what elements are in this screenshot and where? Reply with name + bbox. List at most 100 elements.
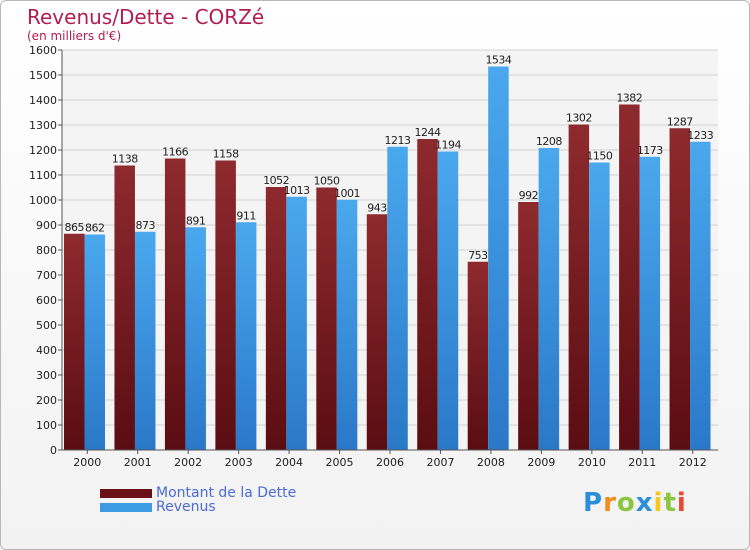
bar-dette [64,233,85,450]
y-tick-label: 1500 [29,69,57,82]
data-label-revenus: 1001 [334,187,360,200]
bar-revenus [589,162,610,450]
data-label-dette: 1382 [616,92,642,105]
data-label-revenus: 862 [85,222,105,235]
data-label-revenus: 911 [236,209,256,222]
x-tick-label: 2009 [527,456,555,469]
bar-dette [164,158,186,450]
bar-revenus [185,227,206,450]
bar-revenus [336,199,358,450]
bar-revenus [488,66,509,450]
bar-layer [64,66,711,450]
y-tick-label: 0 [50,444,57,457]
data-label-revenus: 1150 [586,150,612,163]
proxiti-logo: Proxiti [583,488,687,518]
data-label-dette: 992 [519,189,539,202]
data-label-dette: 1244 [414,126,440,139]
bar-revenus [437,151,459,450]
data-label-revenus: 873 [135,219,155,232]
data-label-revenus: 1233 [687,129,713,142]
logo-letter: t [663,488,677,518]
bar-revenus [84,234,105,450]
bar-revenus [639,156,661,450]
chart-title: Revenus/Dette - CORZé [27,5,265,29]
logo-letter: P [583,488,604,518]
logo-letter: o [616,488,636,518]
bar-dette [114,165,135,450]
data-label-revenus: 1208 [536,135,562,148]
bar-revenus [134,231,156,450]
bar-dette [366,214,388,450]
data-label-revenus: 1173 [637,144,663,157]
x-tick-label: 2006 [376,456,404,469]
x-tick-label: 2005 [326,456,354,469]
data-label-dette: 1166 [162,146,188,159]
legend-swatch-revenus [100,503,152,512]
legend-label-revenus: Revenus [156,499,216,515]
data-label-dette: 1302 [566,112,592,125]
data-label-dette: 1158 [213,148,239,161]
bar-dette [669,128,691,450]
x-tick-label: 2010 [578,456,606,469]
bar-revenus [286,196,307,450]
x-tick-label: 2003 [225,456,253,469]
data-label-dette: 1287 [667,115,693,128]
x-tick-label: 2011 [628,456,656,469]
bar-dette [467,261,489,450]
legend-label-debt: Montant de la Dette [156,485,297,501]
y-tick-label: 400 [36,344,57,357]
bar-dette [417,139,438,450]
data-label-revenus: 1013 [284,184,310,197]
y-tick-label: 1300 [29,119,57,132]
bar-dette [215,160,236,450]
data-label-dette: 1138 [112,153,138,166]
bar-dette [265,187,287,450]
data-label-dette: 753 [468,249,488,262]
bar-revenus [235,222,257,450]
logo-letter: i [676,488,687,518]
bar-revenus [538,148,560,450]
y-tick-label: 200 [36,394,57,407]
data-label-revenus: 1213 [385,134,411,147]
y-tick-label: 1200 [29,144,57,157]
bar-dette [619,104,640,450]
bar-dette [316,187,337,450]
x-tick-label: 2007 [426,456,454,469]
logo-letter: i [653,488,664,518]
x-tick-label: 2001 [124,456,152,469]
x-tick-label: 2004 [275,456,303,469]
bar-dette [568,124,590,450]
y-tick-label: 700 [36,269,57,282]
y-tick-label: 800 [36,244,57,257]
x-tick-label: 2000 [73,456,101,469]
data-label-dette: 1052 [263,174,289,187]
bar-dette [518,202,539,450]
data-label-dette: 1050 [314,175,340,188]
label-layer: 865 8621138873116689111589111052101310501… [65,54,715,262]
y-tick-label: 100 [36,419,57,432]
logo-letter: x [635,488,654,518]
y-tick-label: 1000 [29,194,57,207]
legend-swatch-debt [100,489,152,498]
x-tick-label: 2008 [477,456,505,469]
bar-revenus [690,141,711,450]
data-label-revenus: 1194 [435,139,461,152]
data-label-revenus: 1534 [485,54,511,67]
y-tick-label: 1600 [29,44,57,57]
y-tick-label: 900 [36,219,57,232]
data-label-revenus: 891 [186,214,206,227]
axis-layer: 0 100 200 300 400 500 600 700 800 900 1000 1100 1200… [29,44,718,469]
x-tick-label: 2002 [174,456,202,469]
bar-revenus [387,146,408,450]
y-tick-label: 300 [36,369,57,382]
y-tick-label: 500 [36,319,57,332]
y-tick-label: 600 [36,294,57,307]
chart-subtitle: (en milliers d'€) [27,29,122,43]
data-label-dette: 865 [65,221,85,234]
y-tick-label: 1100 [29,169,57,182]
logo-letter: r [603,488,617,518]
x-tick-label: 2012 [679,456,707,469]
y-tick-label: 1400 [29,94,57,107]
data-label-dette: 943 [367,201,387,214]
